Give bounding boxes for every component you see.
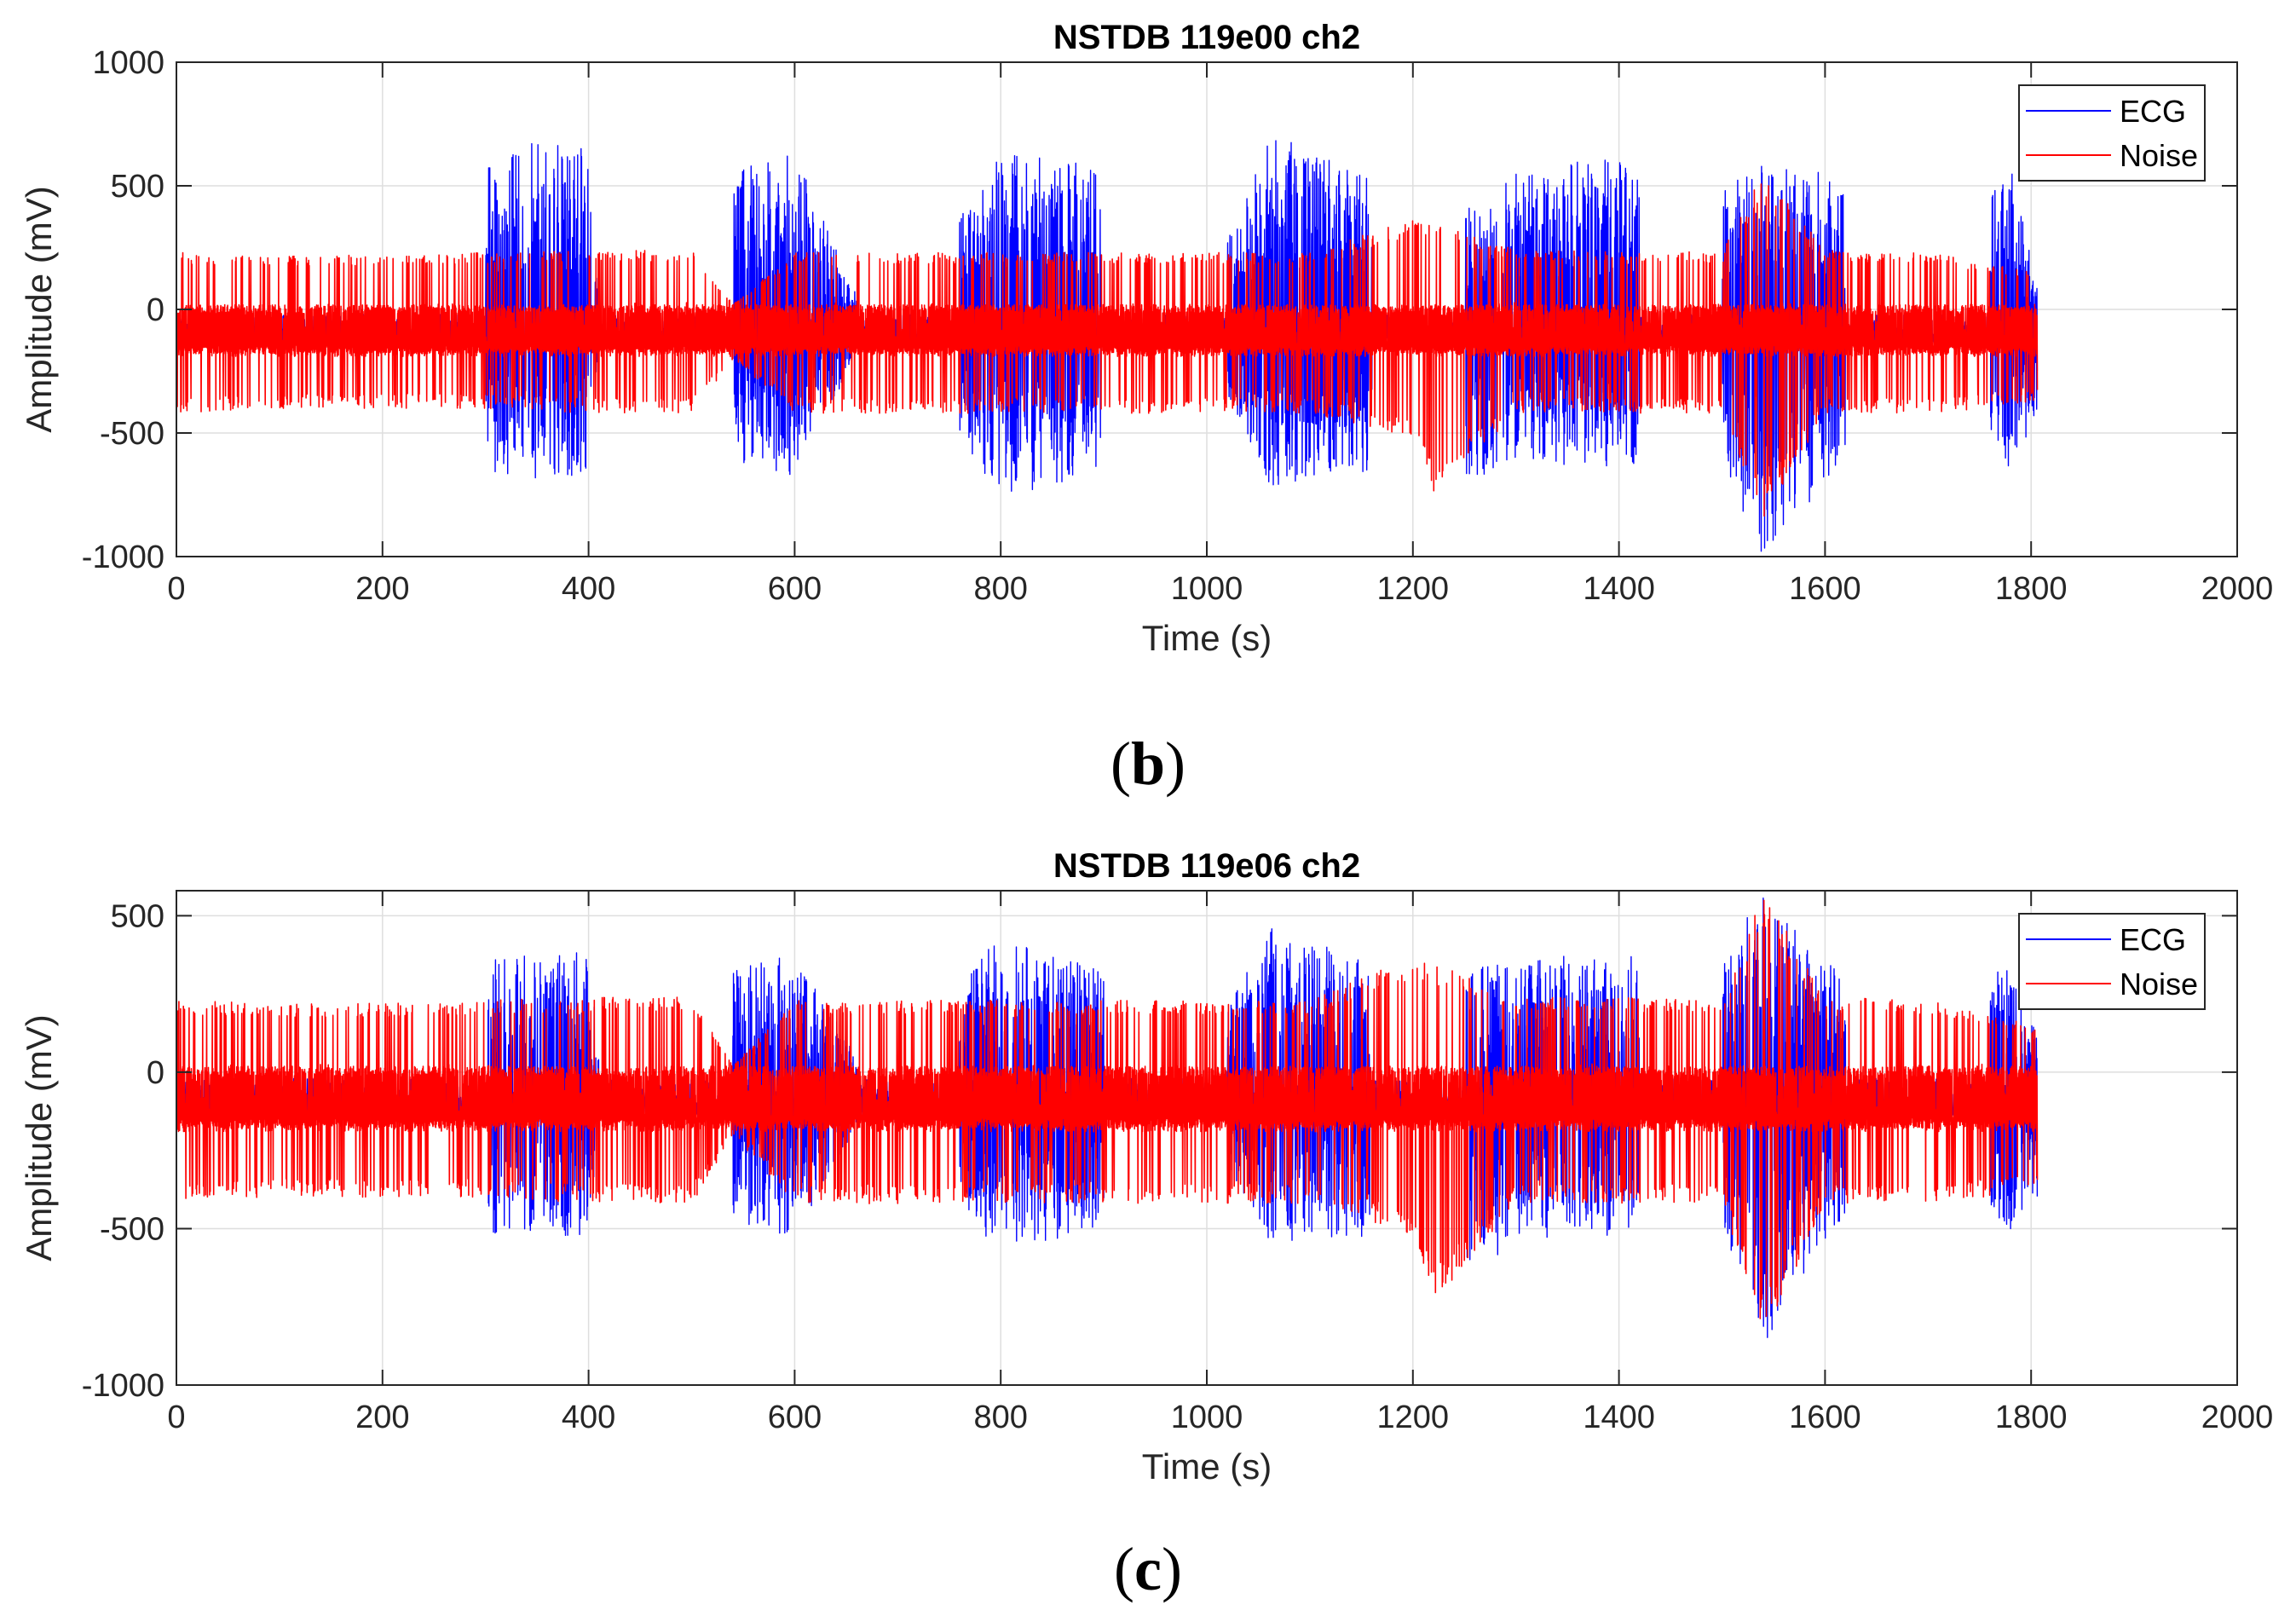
panel-label-c-text: c <box>1134 1535 1162 1603</box>
legend: ECG Noise <box>2018 84 2206 182</box>
x-tick-label: 1400 <box>1583 571 1655 607</box>
x-tick-label: 800 <box>973 1400 1027 1435</box>
x-tick-label: 600 <box>768 1400 822 1435</box>
x-tick-label: 1200 <box>1377 1400 1450 1435</box>
x-tick-label: 200 <box>355 1400 409 1435</box>
x-axis-label: Time (s) <box>1142 1446 1272 1486</box>
x-tick-label: 1600 <box>1789 1400 1861 1435</box>
panel-label-c: (c) <box>1114 1535 1182 1603</box>
x-tick-label: 800 <box>973 571 1027 607</box>
x-tick-label: 400 <box>562 1400 615 1435</box>
y-tick-label: 500 <box>111 169 164 205</box>
legend-box <box>2018 913 2206 1010</box>
x-tick-label: 2000 <box>2201 571 2274 607</box>
legend-box <box>2018 84 2206 182</box>
chart-panel-b: 0 200 400 600 800 1000 1200 1400 1600 1800 2000 -10… <box>19 19 2273 658</box>
legend-label-ecg: ECG <box>2120 922 2186 957</box>
x-tick-label: 1800 <box>1995 1400 2068 1435</box>
legend-label-ecg: ECG <box>2120 94 2186 129</box>
x-tick-label: 0 <box>167 571 185 607</box>
x-tick-label: 200 <box>355 571 409 607</box>
panel-label-b: (b) <box>1110 730 1185 798</box>
panel-label-b-text: b <box>1130 730 1166 798</box>
y-axis-label: Amplitude (mV) <box>19 186 59 432</box>
x-tick-label: 1000 <box>1171 571 1243 607</box>
chart-panel-c: 0 200 400 600 800 1000 1200 1400 1600 1800 2000 -10… <box>19 847 2273 1486</box>
series-line-noise <box>176 899 2039 1319</box>
series-line-noise <box>176 183 2039 517</box>
y-tick-label: -500 <box>100 1211 164 1247</box>
legend-label-noise: Noise <box>2120 138 2198 173</box>
y-tick-label: -1000 <box>82 540 164 575</box>
x-tick-label: 400 <box>562 571 615 607</box>
x-tick-label: 1000 <box>1171 1400 1243 1435</box>
x-tick-label: 1600 <box>1789 571 1861 607</box>
x-tick-label: 1200 <box>1377 571 1450 607</box>
y-axis-label: Amplitude (mV) <box>19 1014 59 1261</box>
y-tick-label: -500 <box>100 416 164 452</box>
x-tick-label: 0 <box>167 1400 185 1435</box>
chart-title: NSTDB 119e06 ch2 <box>1053 847 1360 885</box>
legend: ECG Noise <box>2018 913 2206 1010</box>
y-tick-label: -1000 <box>82 1368 164 1404</box>
y-tick-label: 0 <box>147 292 164 328</box>
x-axis-label: Time (s) <box>1142 618 1272 658</box>
x-tick-label: 2000 <box>2201 1400 2274 1435</box>
y-tick-label: 0 <box>147 1055 164 1091</box>
x-tick-label: 1800 <box>1995 571 2068 607</box>
y-tick-label: 1000 <box>92 45 164 81</box>
y-tick-label: 500 <box>111 898 164 934</box>
legend-label-noise: Noise <box>2120 967 2198 1001</box>
chart-title: NSTDB 119e00 ch2 <box>1053 19 1360 56</box>
x-tick-label: 1400 <box>1583 1400 1655 1435</box>
x-tick-label: 600 <box>768 571 822 607</box>
